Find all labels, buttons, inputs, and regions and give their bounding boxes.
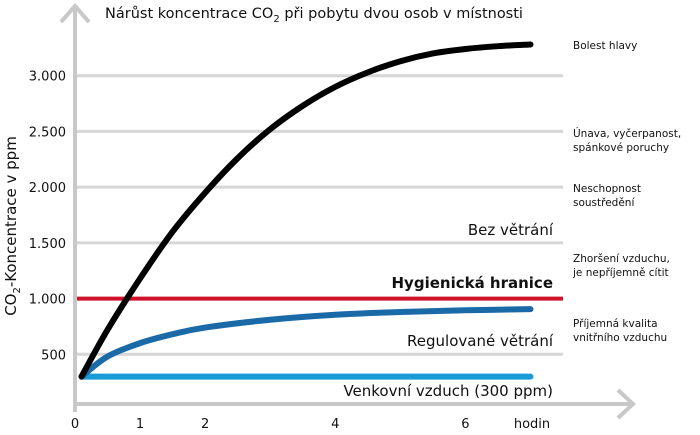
annotation-text: Zhoršení vzduchu, [573, 253, 670, 265]
annotation-text: Únava, vyčerpanost, [573, 127, 681, 140]
annotations: Bolest hlavy Únava, vyčerpanost, spánkové … [572, 40, 681, 344]
series-labels: Bez větrání Regulované větrání Venkovní vz… [343, 221, 553, 400]
x-tick-label: 0 [71, 417, 79, 432]
annotation-text: Příjemná kvalita [573, 318, 658, 330]
series-line-bez-vetrani [78, 41, 534, 380]
x-tick-label: 1 [136, 417, 144, 432]
y-tick-label: 1.500 [29, 237, 66, 252]
label-bez-vetrani: Bez větrání [468, 221, 554, 239]
axes [59, 2, 636, 420]
x-axis-label: hodin [514, 417, 550, 432]
y-tick-label: 1.000 [29, 293, 66, 308]
label-regulovane-vetrani: Regulované větrání [407, 332, 554, 350]
chart-title: Nárůst koncentrace CO2 při pobytu dvou o… [105, 6, 523, 25]
y-tick-label: 2.500 [29, 125, 66, 140]
y-tick-label: 500 [41, 348, 66, 363]
y-axis-label: CO2-Koncentrace v ppm [2, 136, 23, 316]
annotation-text: je nepříjemně cítit [572, 267, 669, 279]
y-tick-label: 2.000 [29, 181, 66, 196]
annotation-text: vnitřního vzduchu [573, 332, 667, 344]
annotation-text: Neschopnost [573, 183, 641, 195]
series-line-regulovane-vetrani [78, 306, 534, 380]
label-hygienicka-hranice: Hygienická hranice [392, 274, 554, 292]
annotation-text: soustředění [573, 197, 635, 209]
label-venkovni-vzduch: Venkovní vzduch (300 ppm) [343, 382, 553, 400]
series-lines [77, 41, 563, 380]
tick-labels: 500 1.000 1.500 2.000 2.500 3.000 0 1 2 4 6 hodin [29, 70, 550, 432]
y-tick-label: 3.000 [29, 70, 66, 85]
y-axis-arrow [59, 2, 91, 24]
x-axis-arrow [616, 388, 636, 420]
annotation-text: Bolest hlavy [573, 40, 637, 52]
x-tick-label: 2 [201, 417, 209, 432]
x-tick-label: 6 [461, 417, 469, 432]
annotation-text: spánkové poruchy [573, 142, 669, 154]
x-tick-label: 4 [331, 417, 339, 432]
